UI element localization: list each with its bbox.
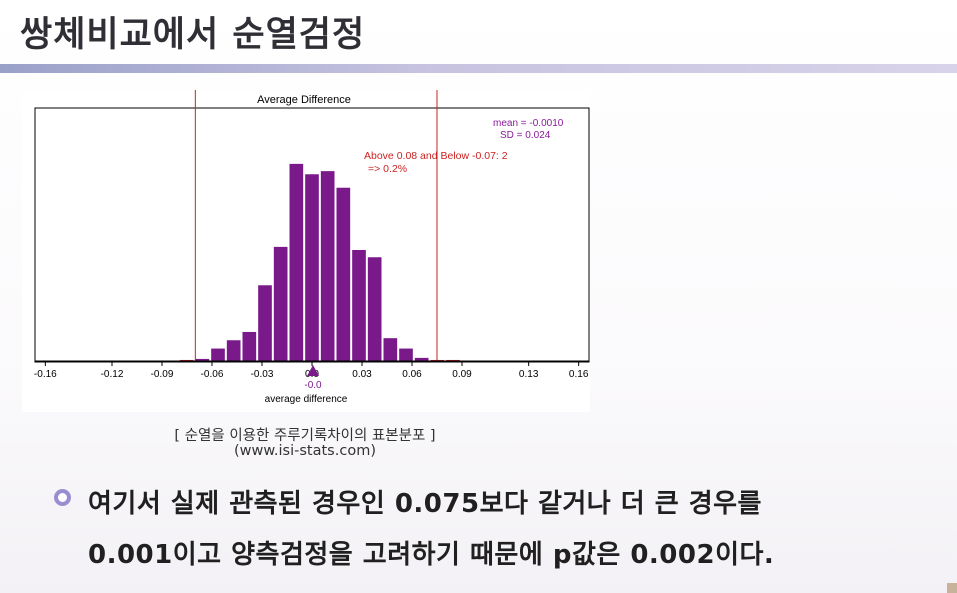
observed-value-label: -0.0	[304, 380, 322, 391]
figure-caption: [ 순열을 이용한 주루기록차이의 표본분포 ]	[174, 428, 436, 444]
histogram-bar	[242, 331, 257, 361]
x-tick-label: 0.16	[569, 369, 589, 380]
sd-annotation: SD = 0.024	[500, 130, 551, 141]
histogram-bar	[179, 359, 194, 361]
x-tick-label: 0.09	[452, 369, 472, 380]
title-divider	[0, 64, 957, 73]
corner-decoration	[947, 583, 957, 593]
histogram-bar	[195, 358, 210, 361]
x-tick-label: -0.09	[151, 369, 174, 380]
tail-annotation-line2: => 0.2%	[368, 163, 407, 175]
chart-title: Average Difference	[257, 94, 351, 106]
histogram-chart: Average Difference -0.16 -0.12 -0.09 -0.06 -…	[34, 90, 590, 405]
x-tick-label: -0.16	[34, 369, 57, 380]
histogram-bar	[258, 285, 272, 361]
bullet-ring-icon	[54, 489, 71, 506]
tail-annotation-line1: Above 0.08 and Below -0.07: 2	[364, 150, 508, 162]
histogram-bar	[414, 357, 429, 361]
histogram-bar	[305, 174, 319, 361]
histogram-bar	[289, 163, 304, 361]
histogram-bar	[399, 348, 413, 361]
x-tick-label: -0.06	[201, 369, 224, 380]
histogram-bar	[226, 340, 241, 361]
x-tick-label: 0.03	[352, 369, 372, 380]
x-tick-label: -0.03	[251, 369, 274, 380]
x-tick-label: 0.13	[519, 369, 539, 380]
bullet-text-line1: 여기서 실제 관측된 경우인 0.075보다 같거나 더 큰 경우를	[88, 489, 762, 519]
x-tick-label: 0.06	[402, 369, 422, 380]
figure-source: (www.isi-stats.com)	[234, 443, 376, 459]
histogram-bar	[446, 359, 460, 361]
histogram-bar	[383, 338, 398, 361]
x-tick-label: -0.12	[101, 369, 124, 380]
histogram-bar	[336, 187, 351, 361]
histogram-bar	[352, 249, 366, 361]
x-axis-label: average difference	[265, 394, 348, 405]
histogram-figure: Average Difference -0.16 -0.12 -0.09 -0.06 -…	[22, 90, 590, 412]
histogram-bar	[367, 257, 382, 361]
histogram-bar	[211, 348, 225, 361]
histogram-bar	[273, 246, 288, 361]
histogram-bar	[320, 171, 335, 361]
slide-title: 쌍체비교에서 순열검정	[20, 15, 366, 55]
mean-annotation: mean = -0.0010	[493, 118, 564, 129]
observed-value-marker	[307, 365, 319, 376]
bullet-text-line2: 0.001이고 양측검정을 고려하기 때문에 p값은 0.002이다.	[88, 540, 775, 570]
